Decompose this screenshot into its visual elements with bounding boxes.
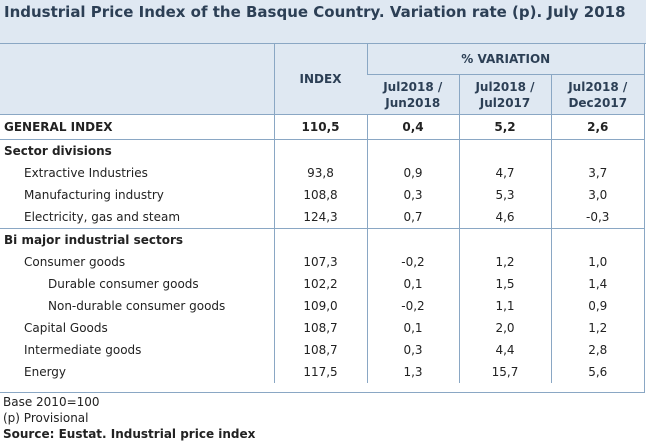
- general-index-row: GENERAL INDEX 110,5 0,4 5,2 2,6: [0, 114, 644, 140]
- row-var-jun: 0,3: [366, 184, 459, 206]
- row-var-dec: 2,6: [550, 114, 644, 140]
- footnotes: Base 2010=100 (p) Provisional Source: Eu…: [3, 394, 255, 442]
- row-var-dec: 0,9: [550, 295, 644, 317]
- row-var-dec: 1,4: [550, 273, 644, 295]
- row-index: 109,0: [273, 295, 367, 317]
- table-row: Extractive Industries 93,8 0,9 4,7 3,7: [0, 162, 644, 184]
- table-row: Manufacturing industry 108,8 0,3 5,3 3,0: [0, 184, 644, 206]
- section-label: Bi major industrial sectors: [4, 233, 184, 247]
- provisional-note: (p) Provisional: [3, 411, 89, 425]
- header-col-jun-line2: Jun2018: [385, 95, 441, 110]
- row-var-jul: 1,1: [458, 295, 551, 317]
- header-col-dec: Jul2018 / Dec2017: [550, 74, 644, 115]
- header-col-jun: Jul2018 / Jun2018: [367, 74, 459, 115]
- header-row-1: INDEX % VARIATION: [0, 44, 644, 115]
- row-index: 108,7: [273, 317, 367, 339]
- row-var-dec: 1,2: [550, 317, 644, 339]
- row-var-jun: 0,1: [366, 317, 459, 339]
- section-header-row: Bi major industrial sectors: [0, 228, 644, 251]
- table-row: Non-durable consumer goods 109,0 -0,2 1,…: [0, 295, 644, 317]
- row-index: 117,5: [273, 361, 367, 383]
- row-var-jul: 4,6: [458, 206, 551, 229]
- header-col-dec-line2: Dec2017: [568, 95, 628, 110]
- row-var-dec: 1,0: [550, 251, 644, 273]
- row-label: Energy: [24, 365, 67, 379]
- row-var-jun: 0,9: [366, 162, 459, 184]
- header-index: INDEX: [273, 44, 367, 115]
- row-index: 108,7: [273, 339, 367, 361]
- row-index: 102,2: [273, 273, 367, 295]
- row-index: 124,3: [273, 206, 367, 229]
- row-var-jul: 5,3: [458, 184, 551, 206]
- table-row: Consumer goods 107,3 -0,2 1,2 1,0: [0, 251, 644, 273]
- row-label: Capital Goods: [24, 321, 108, 335]
- row-label: GENERAL INDEX: [0, 114, 274, 140]
- row-label: Manufacturing industry: [24, 188, 164, 202]
- header-col-dec-line1: Jul2018 /: [568, 79, 628, 94]
- row-var-jun: 0,7: [366, 206, 459, 229]
- header-col-jul: Jul2018 / Jul2017: [458, 74, 551, 115]
- page-title: Industrial Price Index of the Basque Cou…: [0, 0, 646, 44]
- row-label: Intermediate goods: [24, 343, 142, 357]
- row-var-jul: 2,0: [458, 317, 551, 339]
- table-row: Energy 117,5 1,3 15,7 5,6: [0, 361, 644, 383]
- row-var-jul: 1,5: [458, 273, 551, 295]
- row-label: Non-durable consumer goods: [48, 299, 226, 313]
- base-note: Base 2010=100: [3, 395, 100, 409]
- section-header-row: Sector divisions: [0, 139, 644, 162]
- table-row: Durable consumer goods 102,2 0,1 1,5 1,4: [0, 273, 644, 295]
- row-var-jul: 15,7: [458, 361, 551, 383]
- row-var-dec: 3,0: [550, 184, 644, 206]
- row-var-jun: -0,2: [366, 295, 459, 317]
- section-label: Sector divisions: [4, 144, 112, 158]
- header-col-jul-line2: Jul2017: [479, 95, 531, 110]
- header-variation: % VARIATION: [366, 44, 644, 75]
- row-var-jun: 0,3: [366, 339, 459, 361]
- row-var-jul: 1,2: [458, 251, 551, 273]
- row-var-jul: 5,2: [458, 114, 551, 140]
- row-index: 107,3: [273, 251, 367, 273]
- table-row: Capital Goods 108,7 0,1 2,0 1,2: [0, 317, 644, 339]
- table-row: Intermediate goods 108,7 0,3 4,4 2,8: [0, 339, 644, 361]
- row-label: Consumer goods: [24, 255, 126, 269]
- row-var-dec: 3,7: [550, 162, 644, 184]
- row-var-dec: 5,6: [550, 361, 644, 383]
- price-index-table: INDEX % VARIATION Jul2018 / Jun2018 Jul2…: [0, 44, 644, 383]
- row-label: Extractive Industries: [24, 166, 148, 180]
- row-index: 108,8: [273, 184, 367, 206]
- row-label: Electricity, gas and steam: [0, 206, 274, 229]
- header-col-jun-line1: Jul2018 /: [383, 79, 443, 94]
- header-blank: [0, 44, 274, 115]
- row-var-dec: 2,8: [550, 339, 644, 361]
- row-index: 110,5: [273, 114, 367, 140]
- row-var-dec: -0,3: [550, 206, 644, 229]
- row-var-jul: 4,7: [458, 162, 551, 184]
- source-note: Source: Eustat. Industrial price index: [3, 427, 256, 441]
- table-row: Electricity, gas and steam 124,3 0,7 4,6…: [0, 206, 644, 229]
- row-index: 93,8: [273, 162, 367, 184]
- row-label: Durable consumer goods: [48, 277, 199, 291]
- row-var-jun: -0,2: [366, 251, 459, 273]
- row-var-jun: 1,3: [366, 361, 459, 383]
- row-var-jun: 0,4: [366, 114, 459, 140]
- header-col-jul-line1: Jul2018 /: [475, 79, 535, 94]
- row-var-jun: 0,1: [366, 273, 459, 295]
- row-var-jul: 4,4: [458, 339, 551, 361]
